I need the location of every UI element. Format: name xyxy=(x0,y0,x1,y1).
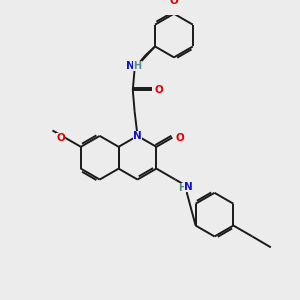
Text: N: N xyxy=(126,61,134,71)
Text: O: O xyxy=(154,85,163,95)
Text: N: N xyxy=(133,131,142,141)
Text: N: N xyxy=(184,182,193,192)
Text: H: H xyxy=(134,61,142,71)
Text: H: H xyxy=(178,183,186,193)
Text: O: O xyxy=(175,133,184,142)
Text: O: O xyxy=(169,0,178,6)
Text: O: O xyxy=(56,133,65,143)
